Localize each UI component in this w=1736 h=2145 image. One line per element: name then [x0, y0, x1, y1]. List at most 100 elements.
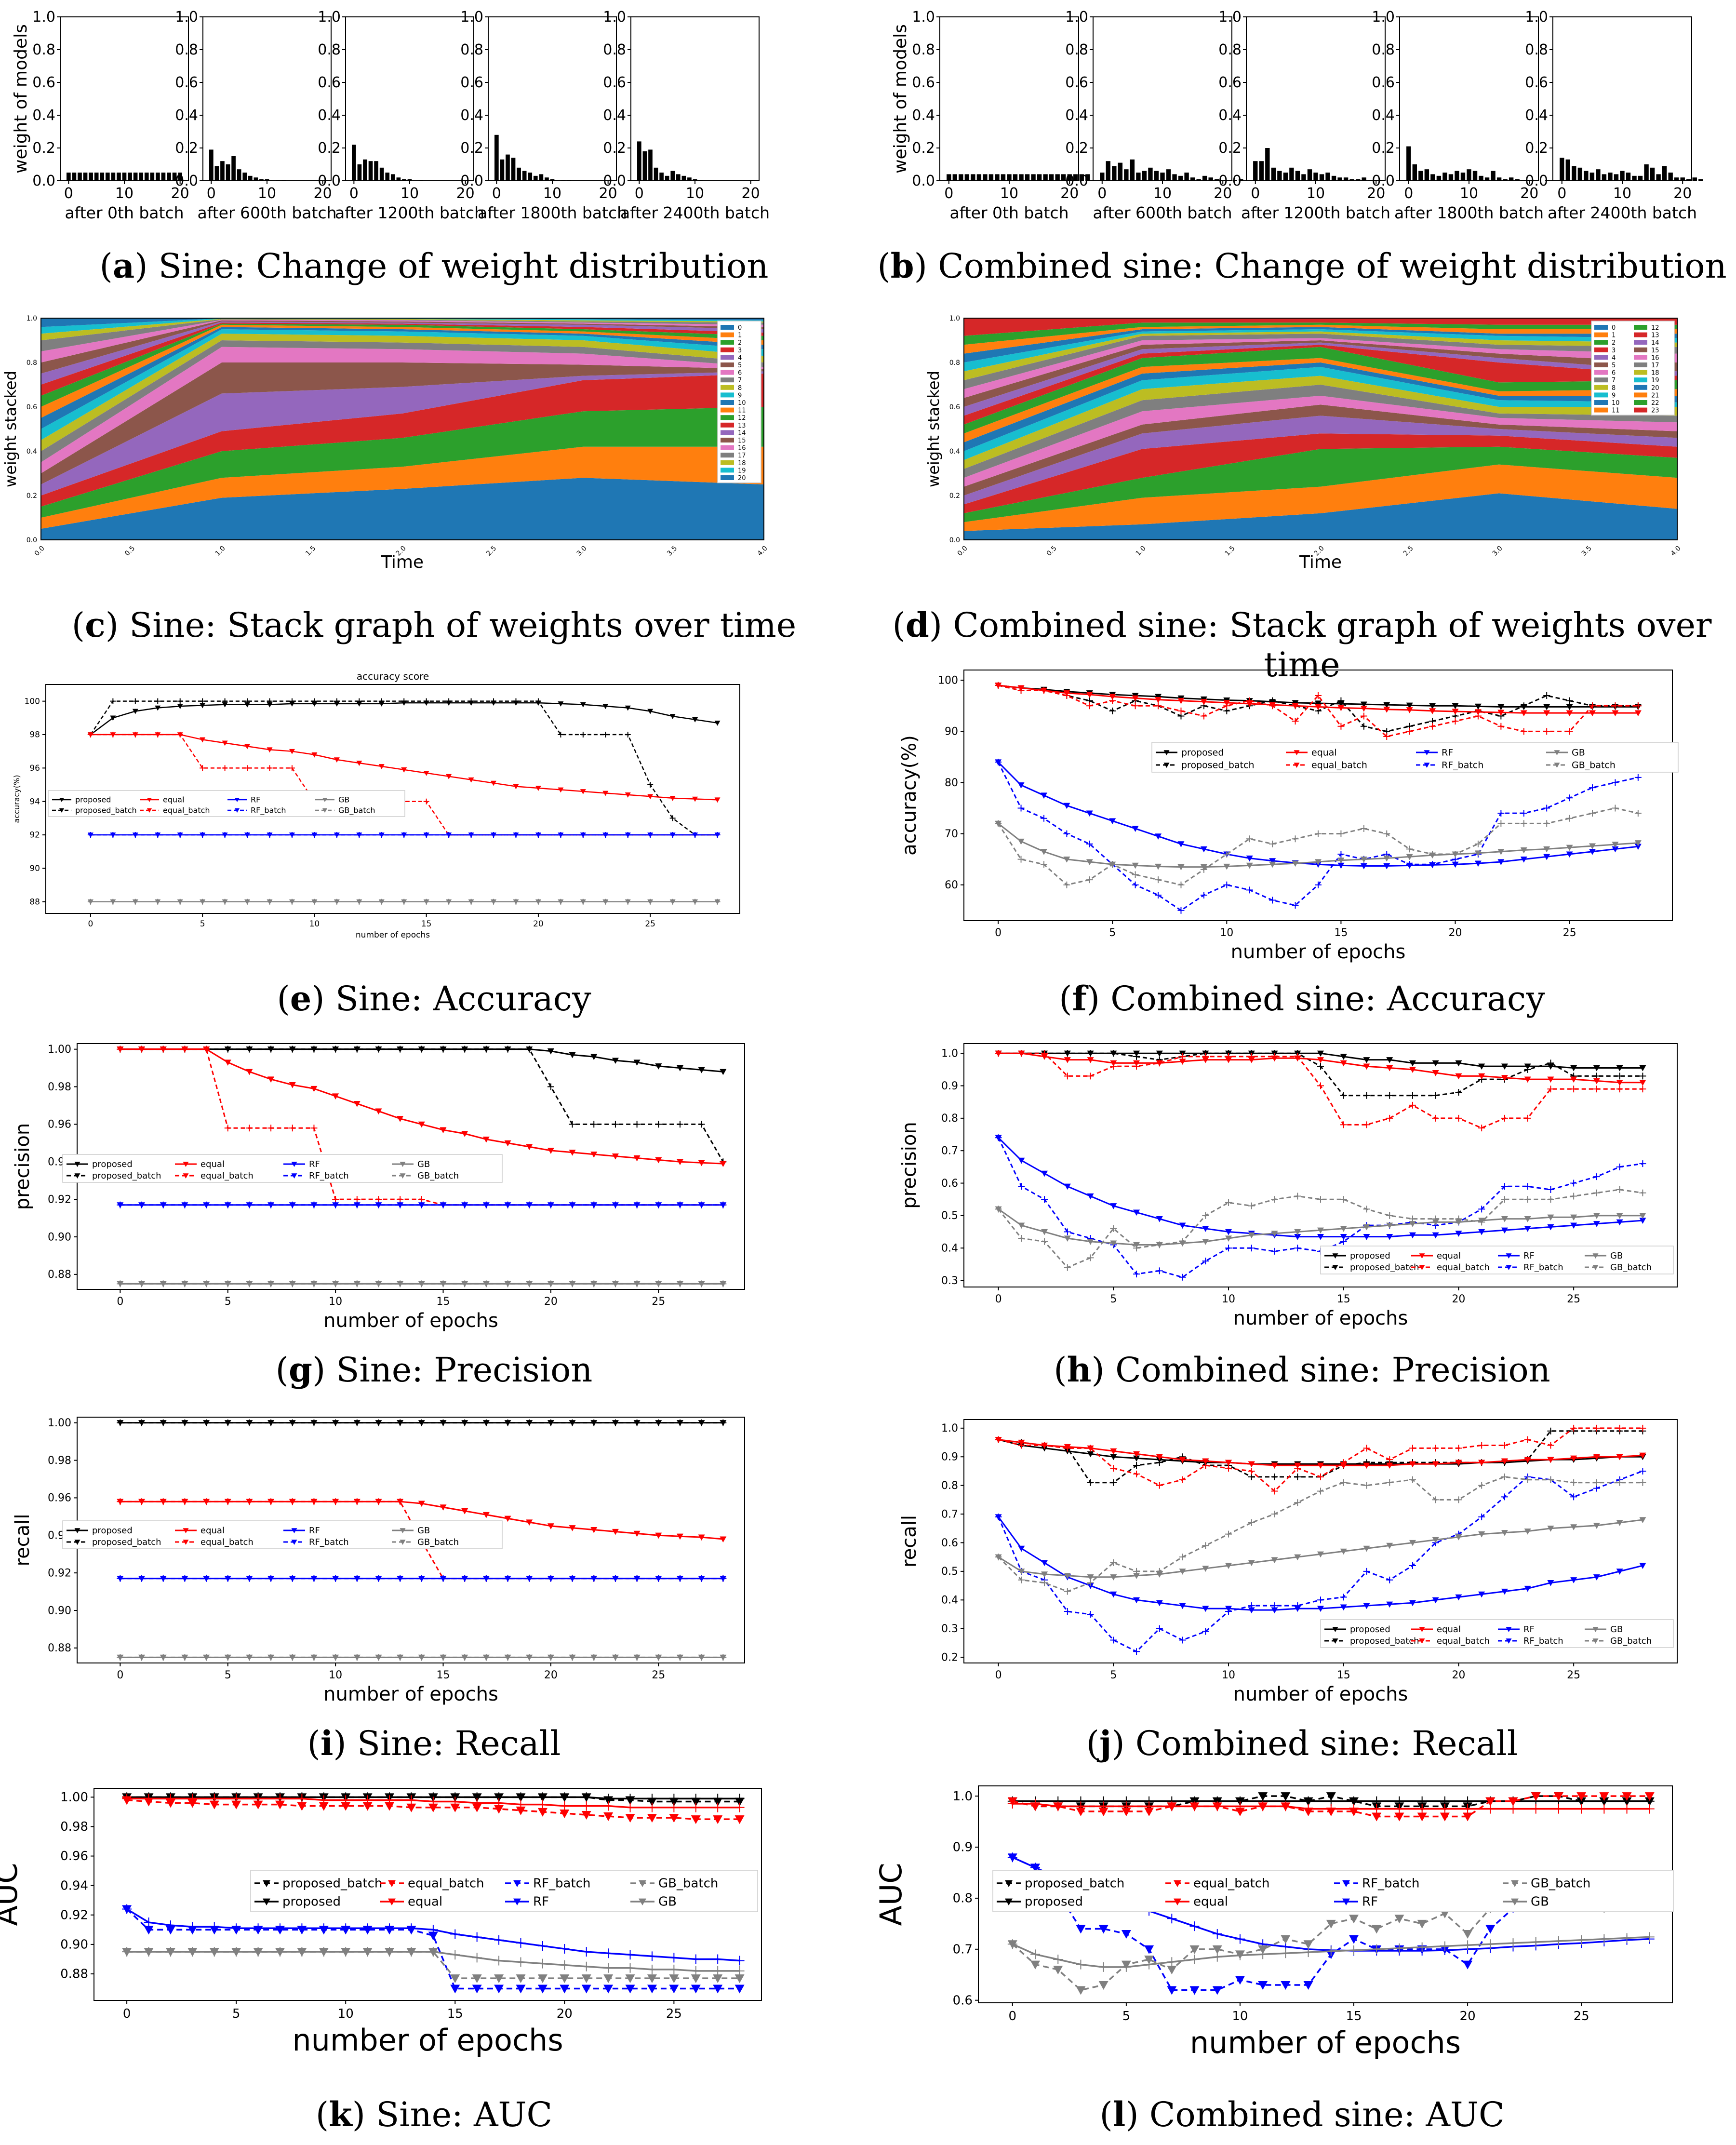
area-band — [964, 433, 1677, 513]
caption-letter: f — [1072, 979, 1087, 1019]
plot-frame — [963, 318, 1678, 540]
data-point — [1167, 1966, 1177, 1975]
data-point — [87, 898, 93, 905]
data-point — [714, 720, 721, 726]
data-point — [267, 1076, 275, 1083]
data-point — [1246, 855, 1253, 862]
data-point — [1076, 1986, 1086, 1995]
x-tick-label: 3.5 — [666, 545, 679, 558]
bar — [1136, 173, 1141, 181]
data-point — [1360, 701, 1367, 708]
data-point — [1303, 1981, 1313, 1990]
data-point — [669, 832, 676, 838]
x-tick-label: 20 — [544, 1296, 558, 1308]
data-point — [1639, 1517, 1646, 1523]
data-point — [1497, 710, 1505, 716]
data-point — [1570, 1076, 1577, 1083]
data-point — [289, 698, 295, 704]
data-point — [244, 744, 251, 750]
data-point — [200, 765, 206, 771]
data-point — [1432, 1215, 1439, 1222]
data-point — [590, 1280, 598, 1287]
bar — [528, 173, 533, 181]
data-point — [1547, 1427, 1554, 1434]
plot-frame — [939, 16, 1079, 181]
legend-box — [992, 1870, 1674, 1912]
data-point — [720, 1201, 727, 1208]
data-point — [289, 832, 295, 838]
data-point — [1063, 881, 1070, 888]
bar — [1527, 180, 1532, 181]
bar — [748, 180, 753, 181]
bar — [1259, 161, 1264, 181]
data-point — [581, 1792, 591, 1802]
y-tick-label: 1.0 — [912, 9, 935, 26]
y-axis-label: AUC — [0, 1863, 24, 1926]
x-tick-label: 10 — [1153, 185, 1172, 202]
data-point — [1189, 1955, 1200, 1964]
legend-box — [250, 1870, 758, 1912]
bar — [1106, 161, 1110, 181]
data-point — [1547, 1186, 1554, 1193]
data-point — [516, 1957, 526, 1967]
data-point — [720, 1575, 727, 1582]
legend-marker — [1419, 1627, 1425, 1632]
data-point — [692, 717, 698, 723]
legend-label: equal_batch — [163, 805, 210, 815]
data-point — [1478, 1125, 1485, 1132]
bar — [1325, 173, 1330, 181]
data-point — [446, 698, 452, 704]
data-point — [244, 898, 251, 905]
data-point — [1501, 1063, 1508, 1070]
bar — [156, 173, 160, 181]
data-point — [655, 1201, 662, 1208]
data-point — [1497, 849, 1505, 855]
y-tick-label: 0.88 — [48, 1269, 71, 1281]
legend-marker — [1506, 1627, 1512, 1632]
y-tick-label: 0.8 — [953, 1891, 973, 1906]
y-tick-label: 1.0 — [953, 1789, 973, 1804]
data-point — [289, 1575, 296, 1582]
bar — [1515, 179, 1520, 181]
data-point — [720, 1280, 727, 1287]
data-point — [647, 1984, 657, 1994]
data-point — [602, 704, 609, 710]
data-point — [560, 1984, 570, 1994]
legend-marker — [263, 1880, 270, 1887]
area-band — [41, 478, 764, 540]
bar — [500, 159, 505, 181]
legend-label: equal — [1311, 747, 1337, 758]
legend-marker — [639, 1898, 646, 1905]
data-point — [1269, 897, 1276, 904]
data-point — [450, 1796, 460, 1807]
bar — [1406, 146, 1411, 181]
bar — [1001, 174, 1006, 181]
data-point — [692, 796, 698, 802]
legend-swatch — [1594, 370, 1608, 375]
data-point — [222, 898, 228, 905]
data-point — [1429, 703, 1436, 710]
data-point — [1340, 1459, 1347, 1466]
data-point — [1202, 1053, 1209, 1060]
data-point — [428, 1796, 438, 1807]
y-tick-label: 0.92 — [60, 1908, 88, 1922]
bar — [517, 167, 521, 181]
legend-label: equal_batch — [1311, 760, 1367, 770]
bar — [1037, 174, 1042, 181]
data-point — [1547, 1224, 1554, 1231]
bar — [1560, 158, 1564, 181]
data-point — [181, 1575, 188, 1582]
data-point — [138, 1046, 146, 1053]
data-point — [1386, 1114, 1393, 1122]
data-point — [1179, 1636, 1186, 1644]
legend-marker — [1332, 1265, 1338, 1270]
data-point — [482, 1654, 490, 1661]
data-point — [647, 782, 654, 788]
legend-label: 11 — [738, 407, 746, 415]
legend-label: GB_batch — [1531, 1877, 1590, 1891]
caption-letter: a — [112, 246, 135, 286]
x-tick-label: 20 — [1214, 185, 1232, 202]
x-tick-label: 10 — [115, 185, 134, 202]
y-tick-label: 0.4 — [1525, 107, 1548, 124]
data-point — [1317, 1462, 1324, 1469]
